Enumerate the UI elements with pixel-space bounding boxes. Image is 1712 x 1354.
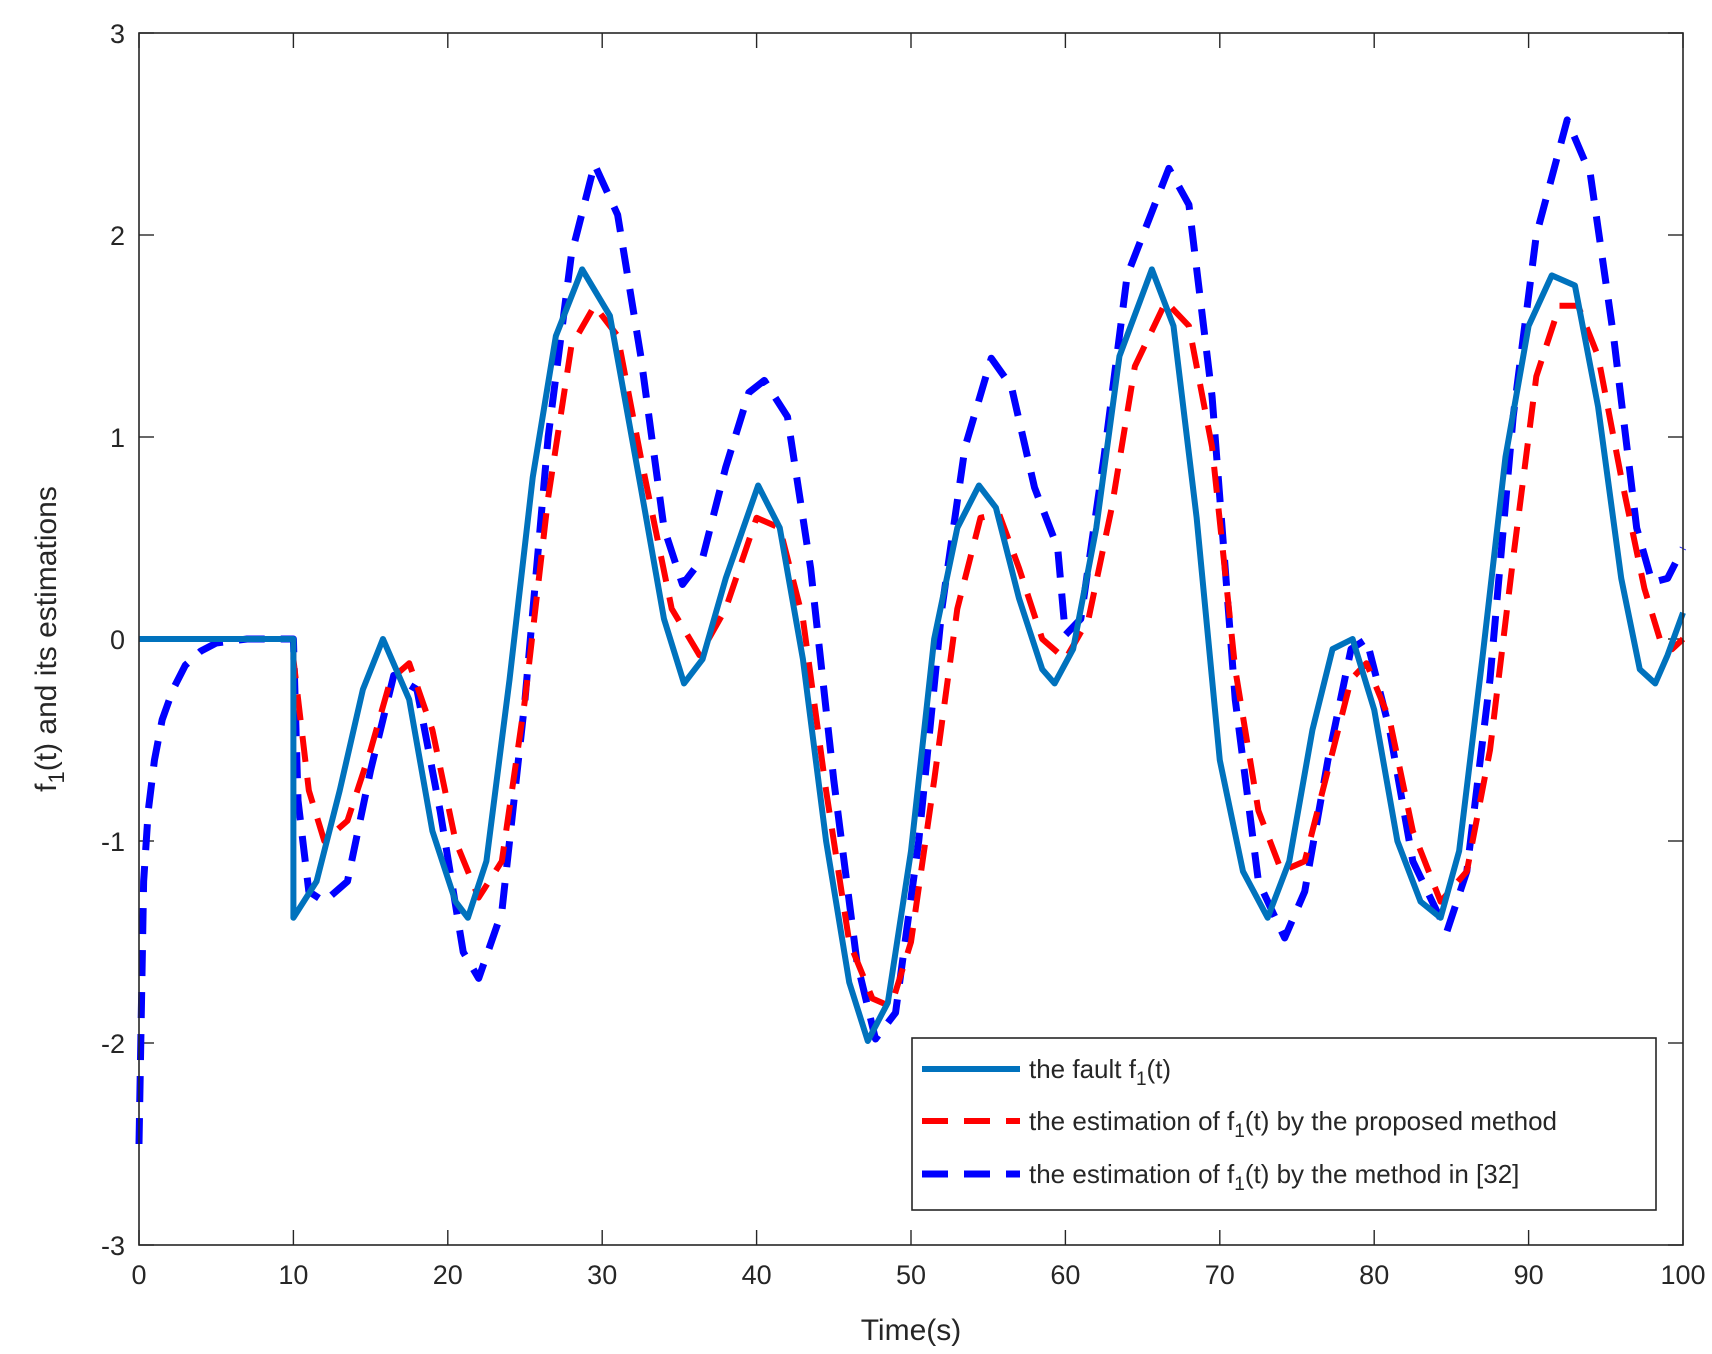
x-tick-label: 0 xyxy=(131,1260,146,1290)
x-tick-label: 40 xyxy=(742,1260,772,1290)
x-tick-label: 80 xyxy=(1359,1260,1389,1290)
series-line-2 xyxy=(135,116,1687,1145)
x-tick-label: 100 xyxy=(1660,1260,1705,1290)
y-tick-label: 1 xyxy=(110,423,125,453)
y-tick-label: 3 xyxy=(110,19,125,49)
y-axis-label: f1(t) and its estimations xyxy=(30,486,69,792)
y-tick-label: 0 xyxy=(110,625,125,655)
x-tick-label: 90 xyxy=(1514,1260,1544,1290)
x-tick-label: 30 xyxy=(587,1260,617,1290)
legend-label-fault: the fault f1(t) xyxy=(1029,1054,1171,1090)
legend: the fault f1(t) the estimation of f1(t) … xyxy=(911,1037,1657,1211)
x-tick-label: 50 xyxy=(896,1260,926,1290)
y-tick-label: -3 xyxy=(101,1231,125,1261)
plot-frame xyxy=(138,32,1684,1246)
legend-label-method-32: the estimation of f1(t) by the method in… xyxy=(1029,1159,1519,1195)
x-tick-label: 10 xyxy=(278,1260,308,1290)
legend-box xyxy=(911,1037,1657,1211)
y-tick-label: -1 xyxy=(101,827,125,857)
series-line-1 xyxy=(139,298,1686,1010)
x-axis-label: Time(s) xyxy=(861,1314,962,1347)
x-tick-label: 60 xyxy=(1050,1260,1080,1290)
x-tick-label: 70 xyxy=(1205,1260,1235,1290)
y-tick-label: -2 xyxy=(101,1029,125,1059)
y-axis-label-subscript: 1 xyxy=(44,771,69,783)
y-tick-label: 2 xyxy=(110,221,125,251)
legend-label-proposed: the estimation of f1(t) by the proposed … xyxy=(1029,1106,1557,1142)
tick-labels: 0 10 20 30 40 50 60 70 80 90 100 -3 -2 -1 0 1 2 3 xyxy=(101,19,1706,1290)
x-tick-label: 20 xyxy=(433,1260,463,1290)
y-axis-label-tail: (t) and its estimations xyxy=(30,486,63,771)
plot-series xyxy=(135,116,1687,1145)
y-axis-label-lead: f xyxy=(30,783,63,792)
series-line-0 xyxy=(139,266,1686,1044)
